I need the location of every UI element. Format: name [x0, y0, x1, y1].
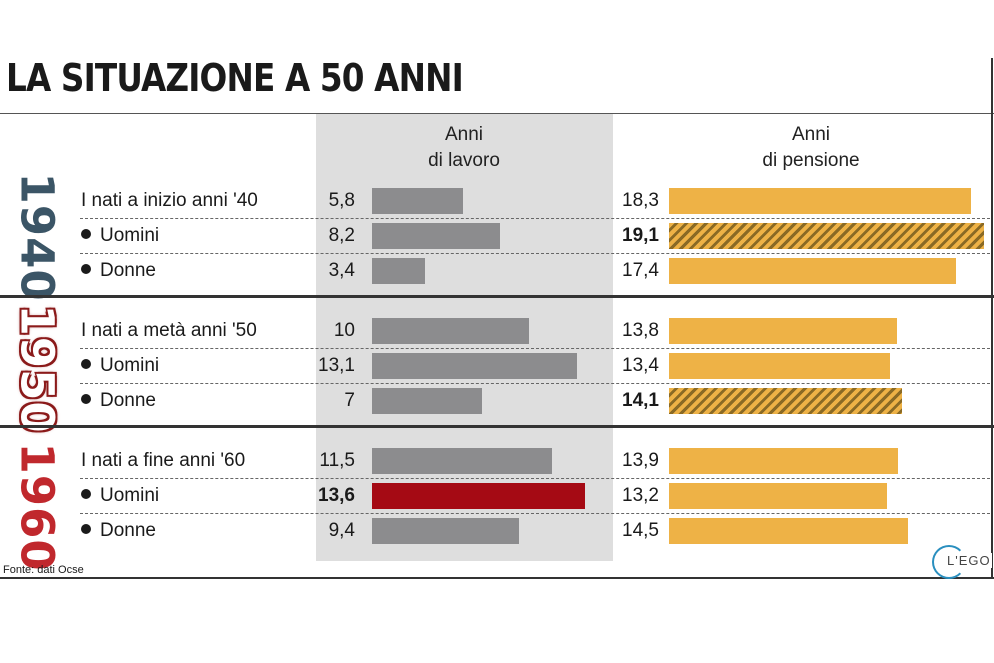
- pension-bar: [669, 483, 887, 509]
- work-bar: [372, 258, 425, 284]
- pension-bar: [669, 448, 898, 474]
- year-label-1950: 1950: [10, 304, 64, 434]
- pension-value-label: 14,5: [622, 520, 659, 541]
- bullet-icon: [81, 524, 91, 534]
- row-label: I nati a fine anni '60: [81, 449, 245, 473]
- group-separator: [0, 425, 994, 428]
- row-divider: [80, 218, 990, 219]
- row-label-text: Donne: [100, 520, 156, 541]
- row-label-text: Donne: [100, 260, 156, 281]
- work-bar: [372, 483, 585, 509]
- bullet-icon: [81, 359, 91, 369]
- work-value-label: 13,6: [318, 485, 355, 506]
- pension-bar: [669, 518, 908, 544]
- row-label-text: Donne: [100, 390, 156, 411]
- work-bar: [372, 518, 519, 544]
- row-divider: [80, 383, 990, 384]
- bullet-icon: [81, 229, 91, 239]
- row-label: I nati a metà anni '50: [81, 319, 257, 343]
- work-value-label: 11,5: [319, 450, 355, 471]
- work-value-label: 8,2: [328, 225, 355, 246]
- row-label-text: Uomini: [100, 355, 160, 376]
- row-label-text: I nati a fine anni '60: [81, 450, 246, 471]
- pension-bar: [669, 188, 971, 214]
- work-value-label: 13,1: [318, 355, 355, 376]
- header-pensione-line2: di pensione: [762, 150, 860, 171]
- work-bar: [372, 188, 463, 214]
- bullet-icon: [81, 489, 91, 499]
- publisher-logo: L'EGO: [930, 545, 992, 579]
- right-rule: [991, 58, 993, 578]
- logo-ring: [932, 545, 966, 579]
- work-value-label: 5,8: [328, 190, 355, 211]
- header-lavoro-line2: di lavoro: [428, 150, 500, 171]
- header-pensione: Anni di pensione: [731, 122, 891, 174]
- group-separator: [0, 295, 994, 298]
- pension-value-label: 14,1: [622, 390, 659, 411]
- row-divider: [80, 253, 990, 254]
- pension-bar: [669, 388, 902, 414]
- pension-value-label: 17,4: [622, 260, 659, 281]
- pension-bar: [669, 318, 897, 344]
- pension-value-label: 13,8: [622, 320, 659, 341]
- row-divider: [80, 513, 990, 514]
- work-value-label: 3,4: [328, 260, 355, 281]
- pension-bar: [669, 258, 956, 284]
- header-lavoro-line1: Anni: [444, 124, 484, 145]
- header-lavoro: Anni di lavoro: [384, 122, 544, 174]
- row-label: Uomini: [81, 354, 159, 378]
- chart-title: LA SITUAZIONE A 50 ANNI: [6, 56, 464, 100]
- row-label-text: I nati a metà anni '50: [81, 320, 257, 341]
- year-label-1960: 1960: [10, 442, 64, 572]
- work-bar: [372, 448, 552, 474]
- source-note: Fonte: dati Ocse: [3, 564, 84, 576]
- row-label: Uomini: [81, 484, 159, 508]
- logo-text: L'EGO: [946, 553, 992, 568]
- pension-value-label: 13,4: [622, 355, 659, 376]
- work-value-label: 10: [333, 320, 355, 341]
- pension-bar: [669, 353, 890, 379]
- row-label: Donne: [81, 389, 156, 413]
- row-label: Uomini: [81, 224, 159, 248]
- pension-value-label: 13,2: [622, 485, 659, 506]
- row-label: Donne: [81, 259, 156, 283]
- pension-value-label: 18,3: [622, 190, 659, 211]
- work-bar: [372, 353, 577, 379]
- row-label: Donne: [81, 519, 156, 543]
- header-pensione-line1: Anni: [791, 124, 831, 145]
- row-divider: [80, 478, 990, 479]
- pension-value-label: 13,9: [622, 450, 659, 471]
- row-label-text: I nati a inizio anni '40: [81, 190, 258, 211]
- work-bar: [372, 388, 482, 414]
- row-label-text: Uomini: [100, 225, 160, 246]
- bottom-rule: [0, 577, 994, 579]
- year-label-1940: 1940: [10, 172, 64, 302]
- top-rule: [0, 113, 994, 114]
- work-value-label: 7: [344, 390, 355, 411]
- pension-value-label: 19,1: [622, 225, 659, 246]
- pension-bar: [669, 223, 984, 249]
- row-label-text: Uomini: [100, 485, 160, 506]
- work-bar: [372, 318, 529, 344]
- work-value-label: 9,4: [328, 520, 355, 541]
- bullet-icon: [81, 394, 91, 404]
- bullet-icon: [81, 264, 91, 274]
- row-label: I nati a inizio anni '40: [81, 189, 258, 213]
- work-bar: [372, 223, 500, 249]
- row-divider: [80, 348, 990, 349]
